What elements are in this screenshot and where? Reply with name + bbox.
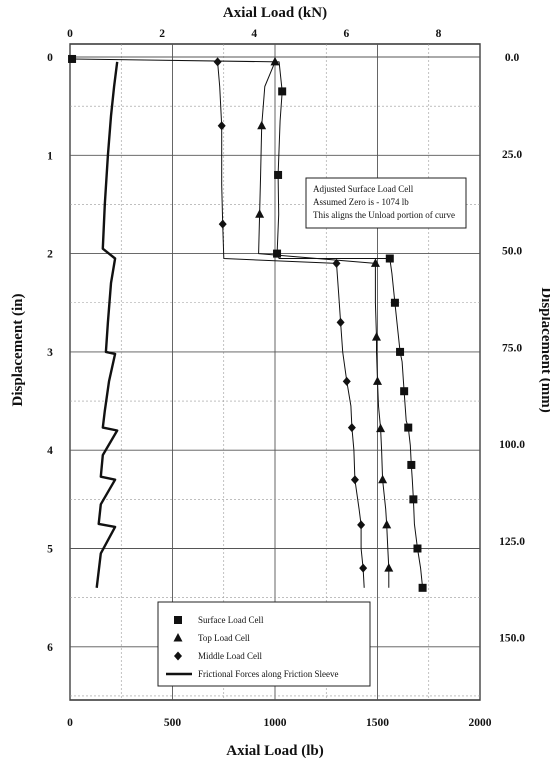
annotation-line-1: Adjusted Surface Load Cell	[313, 184, 414, 194]
square-marker	[278, 87, 287, 96]
triangle-marker	[270, 56, 280, 66]
diamond-marker	[342, 376, 351, 386]
top-tick-label: 8	[436, 28, 442, 40]
right-tick-label: 0.0	[505, 52, 520, 64]
left-tick-label: 4	[47, 445, 53, 457]
top-tick-label: 6	[344, 28, 350, 40]
bottom-tick-label: 0	[67, 717, 73, 729]
annotation-box: Adjusted Surface Load Cell Assumed Zero …	[305, 177, 467, 229]
bottom-axis-title: Axial Load (lb)	[226, 743, 324, 759]
triangle-marker	[378, 474, 388, 484]
legend-frame	[157, 601, 371, 687]
annotation-line-2: Assumed Zero is - 1074 lb	[313, 197, 409, 207]
right-tick-label: 100.0	[499, 439, 525, 451]
diamond-marker	[336, 317, 345, 327]
triangle-marker	[370, 258, 380, 267]
square-marker	[273, 249, 282, 258]
right-tick-label: 75.0	[502, 342, 522, 354]
legend-label: Middle Load Cell	[198, 651, 262, 661]
annotation-frame	[305, 177, 467, 229]
triangle-marker	[255, 209, 265, 218]
bottom-tick-label: 1000	[264, 717, 287, 729]
series-line	[258, 61, 390, 588]
triangle-marker	[373, 376, 382, 385]
top-tick-label: 2	[159, 28, 165, 40]
diamond-marker	[347, 423, 356, 433]
square-marker	[390, 298, 399, 307]
left-tick-label: 5	[47, 544, 53, 556]
square-marker	[418, 583, 427, 592]
square-marker	[68, 54, 77, 63]
series-triangle	[255, 56, 394, 588]
top-axis-title: Axial Load (kN)	[223, 5, 327, 21]
diamond-marker	[218, 219, 227, 229]
square-marker	[413, 544, 422, 553]
triangle-marker	[173, 633, 183, 642]
legend: Surface Load Cell Top Load Cell Middle Loa…	[157, 601, 371, 687]
diamond-marker	[217, 121, 226, 131]
series-square	[68, 54, 427, 592]
diamond-marker	[332, 258, 341, 268]
square-marker	[407, 460, 416, 469]
diamond-marker	[213, 57, 222, 67]
diamond-marker	[359, 563, 368, 573]
right-tick-label: 150.0	[499, 633, 525, 645]
right-axis-title: Displacement (mm)	[538, 287, 550, 412]
legend-label: Surface Load Cell	[198, 615, 264, 625]
right-tick-label: 50.0	[502, 246, 522, 258]
square-marker	[404, 423, 413, 432]
series-line	[95, 61, 119, 588]
series-line	[71, 58, 424, 588]
diamond-marker	[357, 520, 366, 530]
legend-label: Frictional Forces along Friction Sleeve	[198, 669, 338, 679]
top-tick-label: 0	[67, 28, 73, 40]
square-marker	[396, 347, 405, 356]
series-none	[95, 61, 119, 588]
left-tick-label: 1	[47, 150, 53, 162]
square-marker	[385, 254, 394, 263]
top-tick-label: 4	[251, 28, 257, 40]
triangle-marker	[257, 120, 267, 130]
left-tick-label: 0	[47, 52, 53, 64]
left-axis-title: Displacement (in)	[10, 294, 26, 407]
square-marker	[400, 387, 409, 396]
diamond-marker	[174, 651, 182, 661]
series-layer	[68, 54, 427, 592]
triangle-marker	[382, 519, 392, 529]
triangle-marker	[384, 563, 394, 572]
right-tick-label: 25.0	[502, 149, 522, 161]
triangle-marker	[371, 332, 381, 341]
square-marker	[409, 495, 418, 504]
triangle-marker	[376, 423, 386, 433]
left-tick-label: 3	[47, 347, 53, 359]
left-tick-label: 2	[47, 249, 53, 261]
annotation-line-3: This aligns the Unload portion of curve	[313, 210, 455, 220]
bottom-tick-label: 1500	[366, 717, 389, 729]
square-marker	[174, 616, 182, 624]
diamond-marker	[350, 475, 359, 485]
tick-labels: 0 500 1000 1500 2000 0 2 4 6 8 0 1 2 3 4 5 6 0.0 25.0 50.0 7…	[47, 28, 525, 729]
series-diamond	[213, 57, 368, 588]
right-tick-label: 125.0	[499, 536, 525, 548]
legend-label: Top Load Cell	[198, 633, 250, 643]
bottom-tick-label: 500	[164, 717, 182, 729]
left-tick-label: 6	[47, 642, 53, 654]
square-marker	[274, 170, 283, 179]
bottom-tick-label: 2000	[469, 717, 492, 729]
